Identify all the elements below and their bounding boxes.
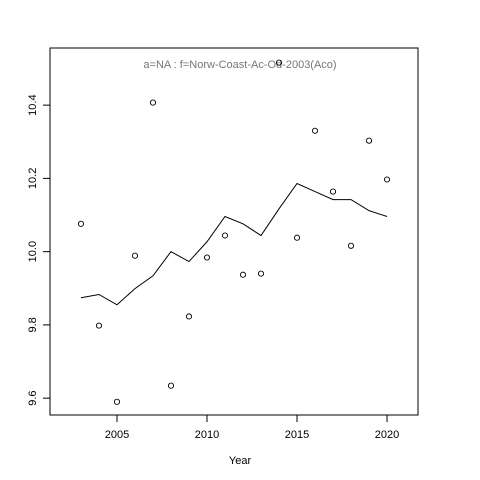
point — [257, 270, 265, 277]
point — [113, 398, 121, 405]
point — [203, 254, 211, 261]
point — [275, 59, 283, 66]
point — [383, 176, 391, 183]
y-tick-label: 9.6 — [27, 391, 39, 406]
point — [95, 322, 103, 329]
y-tick-label: 9.8 — [27, 317, 39, 332]
point — [239, 271, 247, 278]
chart-title: a=NA : f=Norw-Coast-Ac-Od-2003(Aco) — [143, 59, 336, 71]
x-tick-label: 2015 — [285, 429, 309, 441]
point — [329, 188, 337, 195]
point — [365, 137, 373, 144]
plot-box — [49, 47, 419, 416]
x-tick-label: 2010 — [195, 429, 219, 441]
y-tick-label: 10.4 — [27, 94, 39, 115]
y-tick-label: 10.0 — [27, 241, 39, 262]
x-axis-label: Year — [229, 455, 252, 467]
point — [221, 232, 229, 239]
point — [311, 127, 319, 134]
point — [293, 234, 301, 241]
x-tick-label: 2005 — [105, 429, 129, 441]
point — [347, 242, 355, 249]
line — [80, 182, 388, 306]
point — [149, 99, 157, 106]
point — [167, 382, 175, 389]
point — [77, 220, 85, 227]
y-tick-label: 10.2 — [27, 168, 39, 189]
point — [131, 252, 139, 259]
point — [185, 313, 193, 320]
x-tick-label: 2020 — [375, 429, 399, 441]
